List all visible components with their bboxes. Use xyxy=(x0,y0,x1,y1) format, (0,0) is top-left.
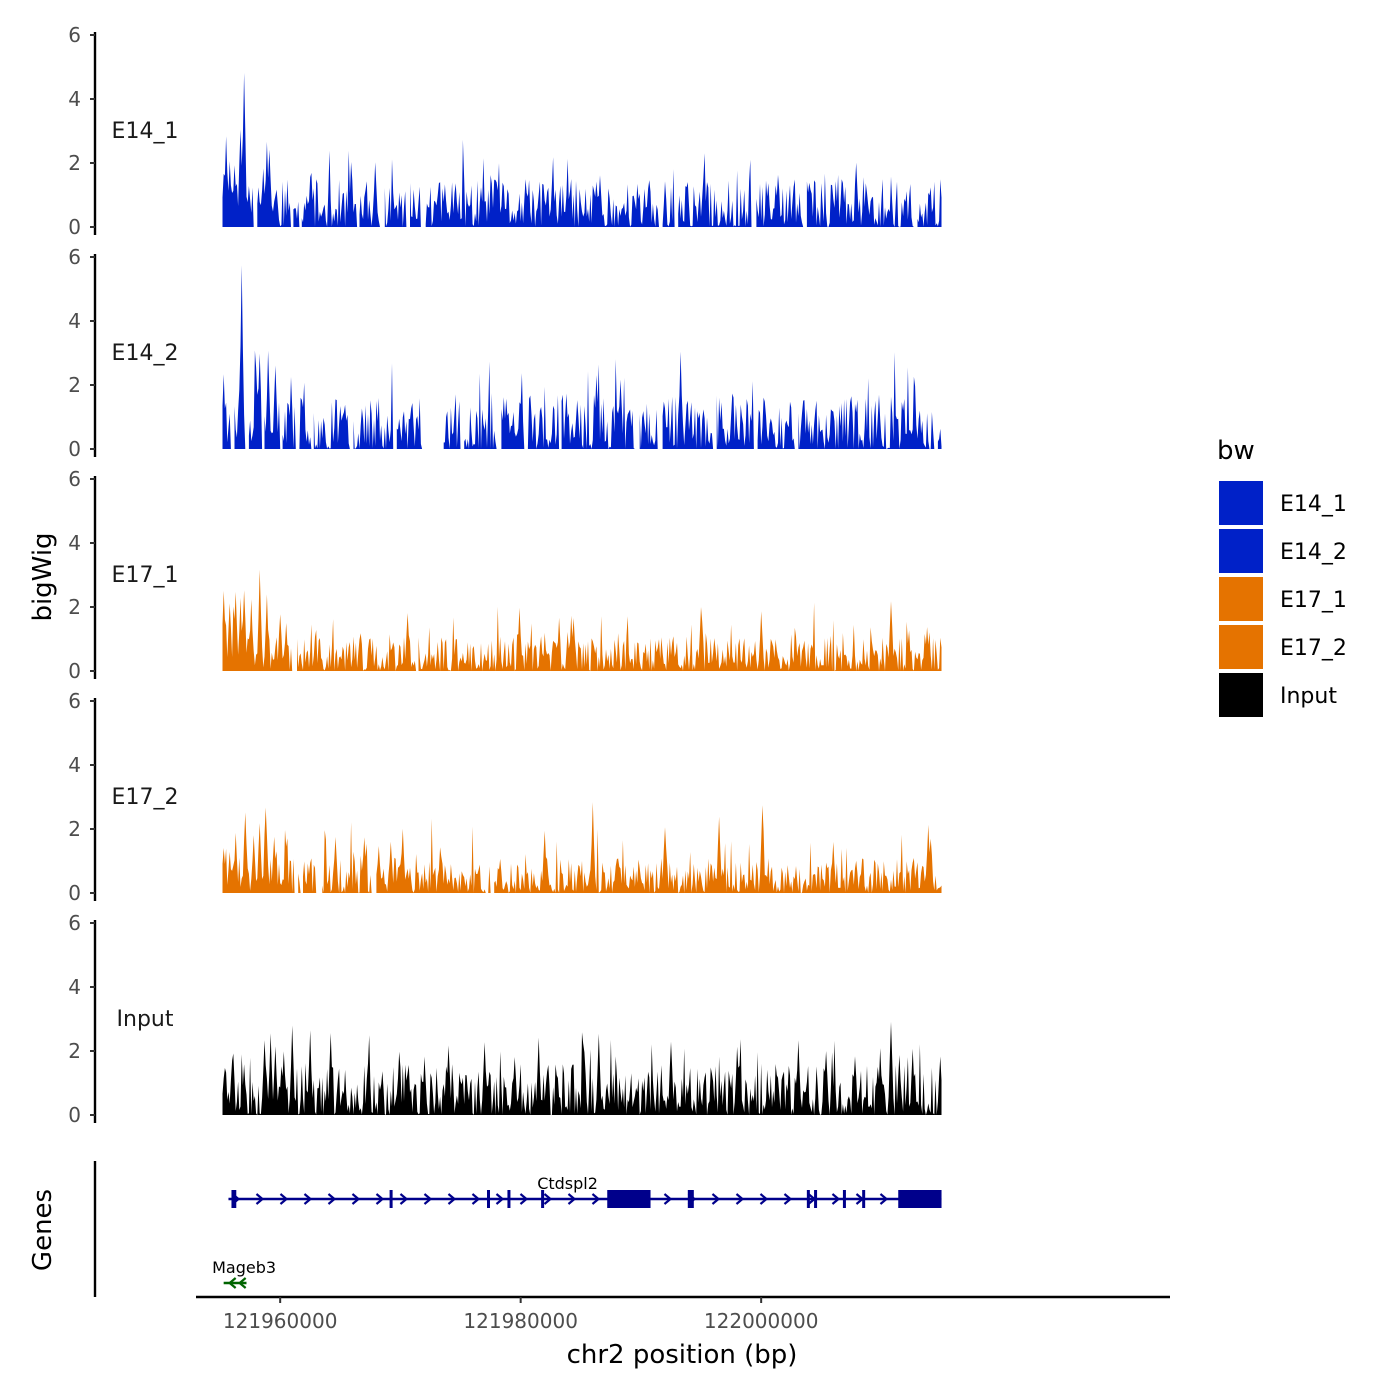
exon xyxy=(486,1190,490,1208)
strand-arrow xyxy=(303,1193,313,1205)
y-tick-label: 0 xyxy=(68,437,81,461)
y-tick-label: 6 xyxy=(68,689,81,713)
y-tick-label: 6 xyxy=(68,23,81,47)
exon xyxy=(862,1190,866,1208)
signal-area-e14-2 xyxy=(222,265,942,449)
exon xyxy=(607,1190,651,1208)
y-tick-label: 4 xyxy=(68,531,81,555)
track-label: E17_1 xyxy=(112,563,179,588)
y-tick-label: 4 xyxy=(68,753,81,777)
exon xyxy=(806,1190,810,1208)
strand-arrow xyxy=(495,1193,505,1205)
exon xyxy=(687,1190,694,1208)
exon xyxy=(231,1190,237,1208)
legend-swatch xyxy=(1219,673,1263,717)
track-input xyxy=(222,1021,942,1115)
strand-arrow xyxy=(831,1193,841,1205)
strand-arrow xyxy=(711,1193,721,1205)
strand-arrow xyxy=(375,1193,385,1205)
legend-swatch xyxy=(1219,625,1263,669)
y-axis-title: bigWig xyxy=(28,532,58,621)
y-tick-label: 0 xyxy=(68,1103,81,1127)
strand-arrow xyxy=(783,1193,793,1205)
legend-label: Input xyxy=(1280,684,1337,709)
legend-label: E17_2 xyxy=(1280,636,1347,661)
y-tick-label: 4 xyxy=(68,309,81,333)
strand-arrow xyxy=(567,1193,577,1205)
legend-title: bw xyxy=(1217,436,1255,466)
track-label: E17_2 xyxy=(112,785,179,810)
signal-area-e17-2 xyxy=(222,802,942,893)
exon xyxy=(898,1190,942,1208)
axes-layer: 0 2 4 6 E14_1 0 2 4 6 E14_2 0 2 4 6 E17_1 0 2 4 6 E17_2 0 2 4 6… xyxy=(68,23,1170,1333)
track-label: Input xyxy=(117,1007,174,1032)
y-tick-label: 4 xyxy=(68,975,81,999)
strand-arrow xyxy=(255,1193,265,1205)
gene-mageb3: Mageb3 xyxy=(212,1258,276,1289)
track-e14-2 xyxy=(222,265,942,449)
legend-label: E14_2 xyxy=(1280,540,1347,565)
strand-arrow xyxy=(399,1193,409,1205)
y-tick-label: 2 xyxy=(68,151,81,175)
strand-arrow xyxy=(471,1193,481,1205)
track-e17-1 xyxy=(222,569,942,671)
y-tick-label: 0 xyxy=(68,881,81,905)
exon xyxy=(842,1190,846,1208)
y-tick-label: 2 xyxy=(68,373,81,397)
legend-label: E17_1 xyxy=(1280,588,1347,613)
exon xyxy=(814,1190,818,1208)
x-tick-label: 121960000 xyxy=(223,1309,338,1333)
track-e17-2 xyxy=(222,802,942,893)
y-tick-label: 6 xyxy=(68,245,81,269)
exon xyxy=(389,1190,393,1208)
strand-arrow xyxy=(327,1193,337,1205)
y-tick-label: 0 xyxy=(68,215,81,239)
genes-layer: Ctdspl2 Mageb3 xyxy=(93,1161,942,1297)
signal-area-input xyxy=(222,1021,942,1115)
y-tick-label: 6 xyxy=(68,911,81,935)
strand-arrow xyxy=(543,1193,553,1205)
strand-arrow xyxy=(519,1193,529,1205)
strand-arrow xyxy=(879,1193,889,1205)
track-label: E14_2 xyxy=(112,341,179,366)
x-axis-title: chr2 position (bp) xyxy=(567,1340,798,1370)
genes-axis-title: Genes xyxy=(28,1189,58,1271)
strand-arrow xyxy=(759,1193,769,1205)
legend-swatch xyxy=(1219,577,1263,621)
y-tick-label: 4 xyxy=(68,87,81,111)
x-tick-label: 122000000 xyxy=(704,1309,819,1333)
strand-arrow xyxy=(447,1193,457,1205)
strand-arrow xyxy=(735,1193,745,1205)
strand-arrow xyxy=(237,1277,247,1289)
legend: bw E14_1 E14_2 E17_1 E17_2 Input xyxy=(1217,436,1347,717)
signal-area-e17-1 xyxy=(222,569,942,671)
strand-arrow xyxy=(663,1193,673,1205)
strand-arrow xyxy=(351,1193,361,1205)
gene-ctdspl2: Ctdspl2 xyxy=(228,1174,942,1208)
x-tick-label: 121980000 xyxy=(463,1309,578,1333)
legend-swatch xyxy=(1219,481,1263,525)
strand-arrow xyxy=(227,1277,237,1289)
legend-label: E14_1 xyxy=(1280,492,1347,517)
exon xyxy=(507,1190,511,1208)
y-tick-label: 2 xyxy=(68,1039,81,1063)
exon xyxy=(541,1190,545,1208)
y-tick-label: 2 xyxy=(68,817,81,841)
signal-area-e14-1 xyxy=(222,72,942,228)
track-label: E14_1 xyxy=(112,119,179,144)
gene-label: Ctdspl2 xyxy=(537,1174,598,1193)
legend-swatch xyxy=(1219,529,1263,573)
y-tick-label: 0 xyxy=(68,659,81,683)
tracks-layer xyxy=(222,72,942,1115)
strand-arrow xyxy=(423,1193,433,1205)
y-tick-label: 6 xyxy=(68,467,81,491)
y-tick-label: 2 xyxy=(68,595,81,619)
strand-arrow xyxy=(279,1193,289,1205)
strand-arrow xyxy=(591,1193,601,1205)
track-e14-1 xyxy=(222,72,942,228)
gene-label: Mageb3 xyxy=(212,1258,276,1277)
